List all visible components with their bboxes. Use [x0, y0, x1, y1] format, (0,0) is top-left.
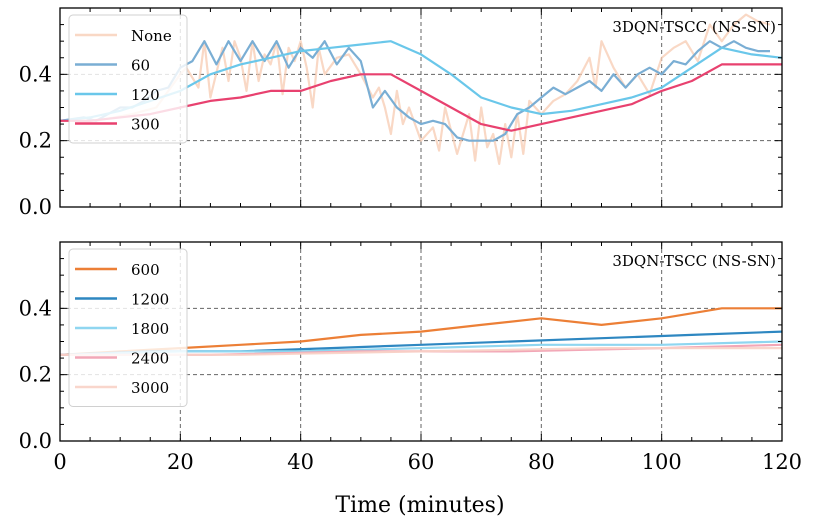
y-tick-label: 0.0	[19, 429, 52, 453]
panel-annotation: 3DQN-TSCC (NS-SN)	[612, 252, 776, 270]
legend-label-3000: 3000	[131, 379, 169, 397]
x-tick-label: 40	[287, 450, 314, 474]
x-tick-label: 60	[408, 450, 435, 474]
y-tick-label: 0.0	[19, 195, 52, 219]
legend-label-600: 600	[131, 261, 160, 279]
panel-annotation: 3DQN-TSCC (NS-SN)	[612, 18, 776, 36]
legend-label-300: 300	[131, 116, 160, 134]
top-panel: 0.0 0.2 0.4 3DQN-TSCC (NS-SN) None 60 120 300	[19, 7, 783, 219]
x-tick-label: 20	[167, 450, 194, 474]
legend-label-60: 60	[131, 57, 150, 75]
x-tick-label: 80	[528, 450, 555, 474]
y-tick-label: 0.2	[19, 363, 52, 387]
x-tick-label: 120	[762, 450, 802, 474]
legend-label-None: None	[131, 27, 172, 45]
bottom-panel: 0.0 0.2 0.4 0 20 40 60 80 100 120 3DQN-TSCC (NS-SN…	[19, 241, 802, 474]
y-tick-label: 0.4	[19, 62, 52, 86]
legend-label-1800: 1800	[131, 320, 169, 338]
x-tick-label: 100	[642, 450, 682, 474]
y-tick-label: 0.4	[19, 296, 52, 320]
series-line-60	[60, 40, 770, 142]
legend-label-1200: 1200	[131, 291, 169, 309]
legend-box	[68, 14, 188, 144]
legend-label-2400: 2400	[131, 350, 169, 368]
x-axis-title: Time (minutes)	[335, 493, 504, 518]
legend-box	[68, 248, 188, 407]
y-tick-label: 0.2	[19, 129, 52, 153]
x-tick-label: 0	[53, 450, 66, 474]
legend-label-120: 120	[131, 86, 160, 104]
